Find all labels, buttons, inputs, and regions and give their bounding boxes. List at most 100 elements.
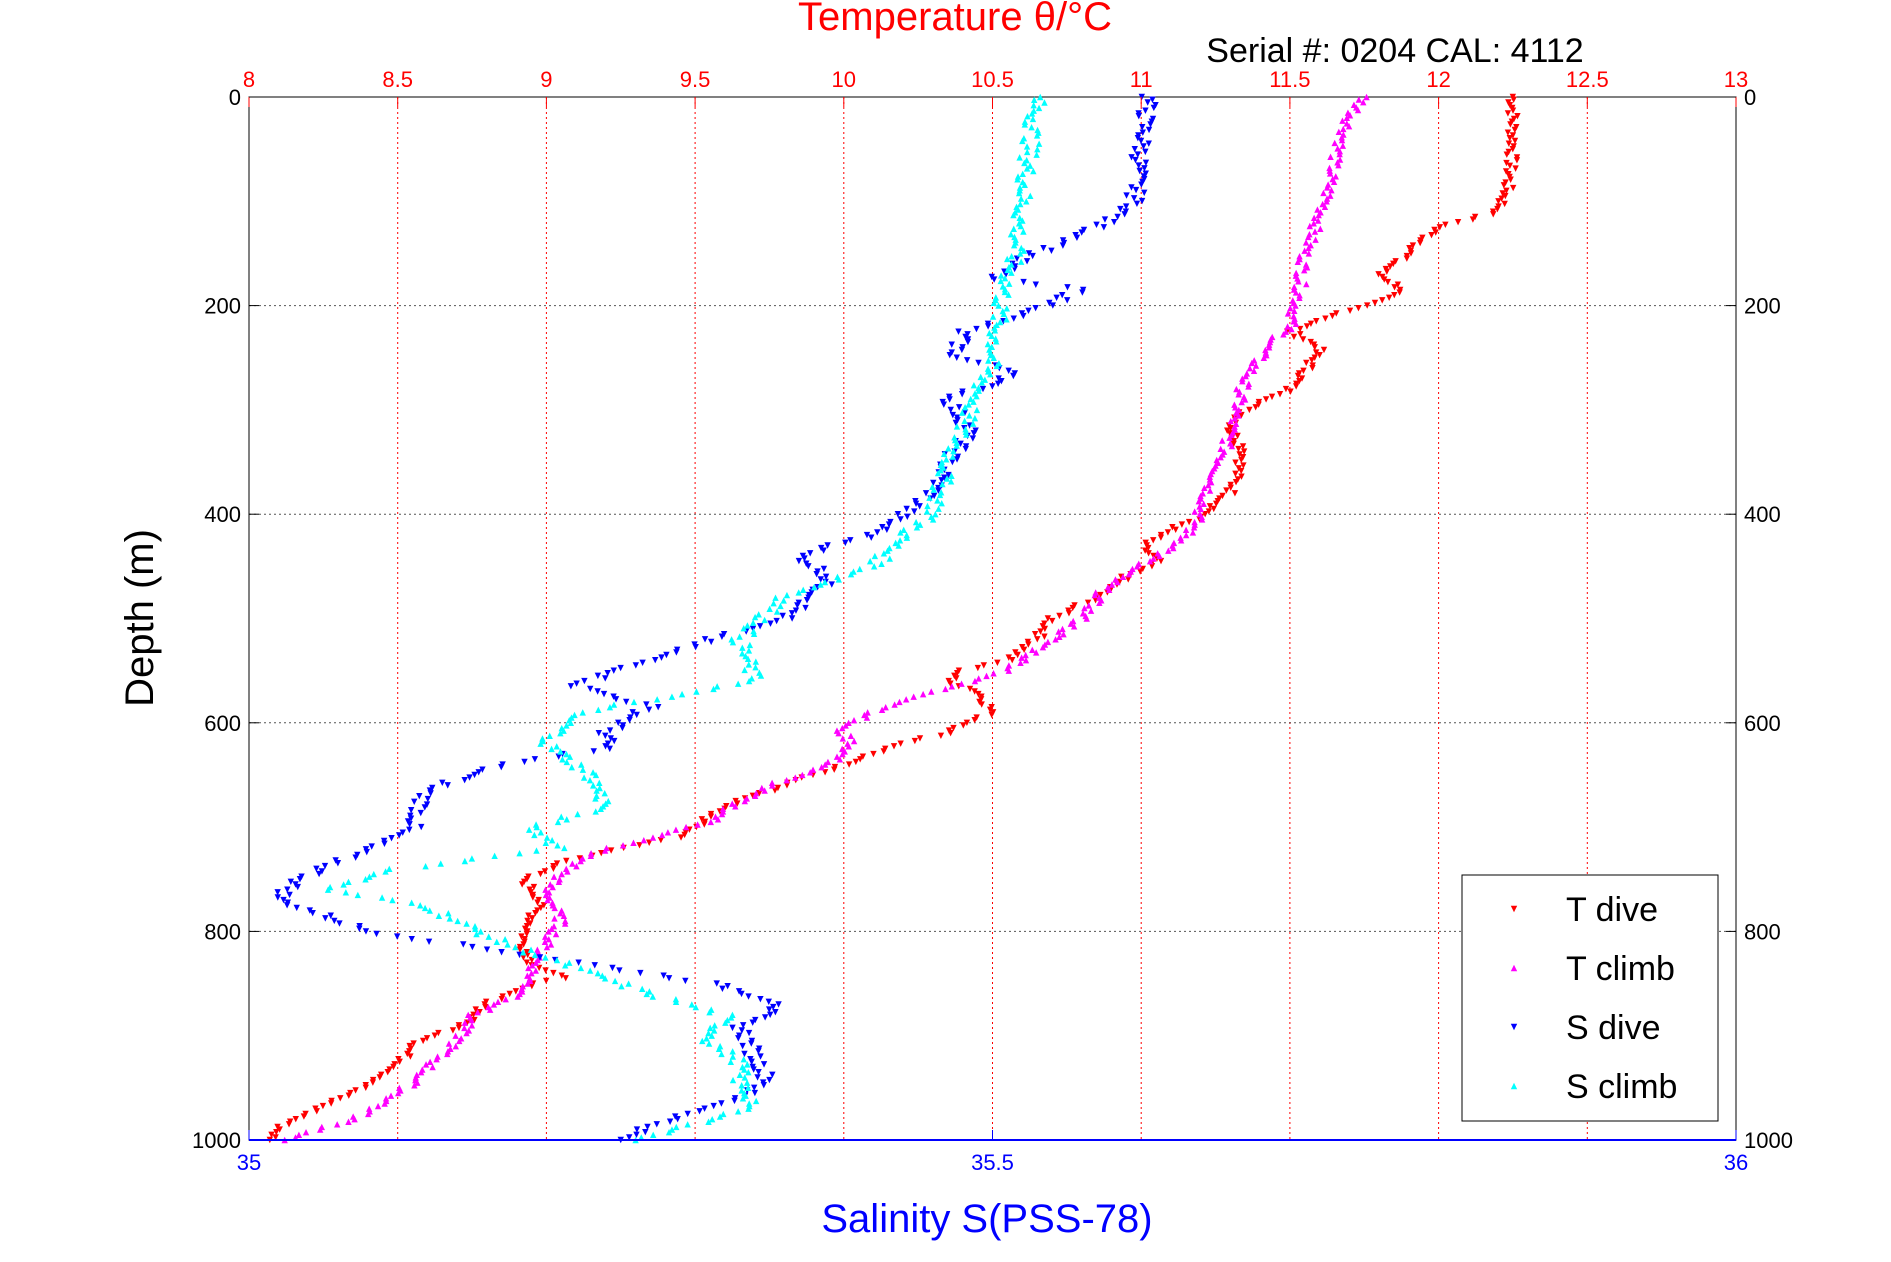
data-point bbox=[643, 701, 650, 708]
data-point bbox=[445, 1040, 453, 1047]
data-point bbox=[718, 1100, 725, 1107]
data-point bbox=[1146, 557, 1154, 565]
data-point bbox=[525, 826, 533, 833]
data-point bbox=[916, 521, 924, 528]
data-point bbox=[1010, 225, 1017, 232]
data-point bbox=[1323, 198, 1330, 205]
data-point bbox=[745, 1069, 752, 1076]
data-point bbox=[900, 526, 907, 534]
data-point bbox=[1238, 398, 1245, 406]
data-point bbox=[316, 1126, 324, 1133]
data-point bbox=[300, 1113, 308, 1120]
data-point bbox=[955, 328, 962, 335]
data-point bbox=[1309, 364, 1316, 372]
data-point bbox=[630, 839, 637, 846]
data-point bbox=[1330, 178, 1338, 186]
data-point bbox=[736, 1071, 744, 1079]
data-point bbox=[1201, 511, 1209, 518]
data-point bbox=[615, 719, 622, 726]
data-point bbox=[750, 630, 758, 637]
data-point bbox=[903, 505, 910, 513]
data-point bbox=[801, 555, 808, 562]
data-point bbox=[928, 688, 935, 695]
data-point bbox=[444, 1050, 451, 1058]
data-point bbox=[1345, 123, 1353, 130]
data-point bbox=[774, 784, 782, 792]
data-point bbox=[506, 990, 513, 998]
data-point bbox=[948, 472, 955, 479]
data-point bbox=[610, 701, 618, 708]
data-point bbox=[1034, 145, 1041, 153]
data-point bbox=[1287, 388, 1294, 395]
data-point bbox=[856, 756, 864, 763]
data-point bbox=[435, 912, 443, 919]
data-point bbox=[938, 477, 945, 484]
data-point bbox=[535, 964, 543, 972]
data-point bbox=[1049, 617, 1056, 625]
data-point bbox=[713, 980, 720, 987]
data-point bbox=[494, 998, 502, 1006]
y-axis-tick-label-left: 400 bbox=[204, 502, 241, 527]
data-point bbox=[612, 696, 620, 703]
data-point bbox=[1048, 247, 1055, 255]
data-point bbox=[421, 804, 428, 811]
data-point bbox=[1010, 315, 1017, 322]
data-point bbox=[1136, 568, 1144, 575]
data-point bbox=[1403, 255, 1411, 262]
data-point bbox=[632, 662, 640, 669]
data-point bbox=[1320, 189, 1327, 197]
data-point bbox=[1265, 344, 1273, 351]
data-point bbox=[649, 993, 656, 1000]
data-point bbox=[463, 1029, 470, 1037]
data-point bbox=[897, 516, 904, 523]
data-point bbox=[734, 1108, 742, 1115]
data-point bbox=[741, 1066, 748, 1073]
data-point bbox=[528, 982, 536, 990]
data-point bbox=[1145, 544, 1152, 552]
data-point bbox=[958, 346, 966, 354]
data-point bbox=[1495, 198, 1502, 205]
data-point bbox=[602, 732, 609, 740]
data-point bbox=[479, 766, 486, 773]
data-point bbox=[1385, 294, 1393, 301]
data-point bbox=[891, 701, 898, 708]
data-point bbox=[1110, 218, 1118, 226]
data-point bbox=[549, 899, 556, 906]
data-point bbox=[593, 787, 600, 794]
data-point bbox=[852, 758, 860, 766]
data-point bbox=[693, 688, 700, 695]
data-point bbox=[945, 445, 952, 452]
data-point bbox=[1064, 284, 1071, 291]
data-point bbox=[1312, 349, 1320, 356]
data-point bbox=[486, 1006, 494, 1013]
data-point bbox=[545, 936, 552, 943]
data-point bbox=[997, 272, 1005, 279]
data-point bbox=[504, 941, 511, 948]
data-point bbox=[752, 1097, 760, 1105]
data-point bbox=[1307, 338, 1314, 346]
data-point bbox=[1178, 521, 1186, 528]
data-point bbox=[1008, 252, 1015, 260]
data-point bbox=[1212, 500, 1220, 507]
data-point bbox=[734, 800, 741, 807]
data-point bbox=[897, 740, 904, 747]
series-t-climb bbox=[281, 93, 1370, 1144]
data-point bbox=[904, 513, 911, 521]
data-point bbox=[595, 730, 603, 737]
data-point bbox=[653, 696, 661, 703]
data-point bbox=[1313, 318, 1320, 325]
data-point bbox=[741, 1050, 748, 1058]
data-point bbox=[1512, 165, 1519, 172]
data-point bbox=[1106, 586, 1113, 594]
data-point bbox=[966, 685, 974, 693]
data-point bbox=[1509, 132, 1517, 139]
data-point bbox=[1121, 211, 1128, 218]
data-point bbox=[1381, 276, 1388, 283]
data-point bbox=[743, 1079, 751, 1086]
data-point bbox=[745, 661, 752, 668]
data-point bbox=[1027, 192, 1034, 200]
data-point bbox=[751, 1089, 759, 1097]
data-point bbox=[1020, 312, 1027, 320]
data-point bbox=[1329, 312, 1336, 320]
data-point bbox=[994, 380, 1002, 388]
